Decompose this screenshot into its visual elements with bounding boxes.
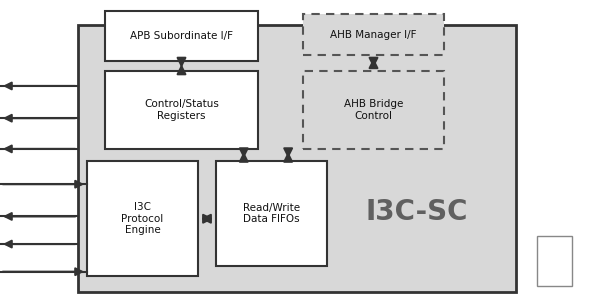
Text: APB Subordinate I/F: APB Subordinate I/F [130, 31, 233, 41]
Text: I3C
Protocol
Engine: I3C Protocol Engine [121, 202, 164, 235]
Text: Control/Status
Registers: Control/Status Registers [144, 99, 219, 121]
Bar [105, 11, 258, 61]
Text: I3C-SC: I3C-SC [366, 198, 468, 226]
Bar [303, 71, 444, 149]
Text: AHB Bridge
Control: AHB Bridge Control [344, 99, 403, 121]
Bar [216, 161, 327, 266]
Bar [87, 161, 198, 276]
Bar [537, 236, 572, 286]
Bar [78, 25, 516, 292]
Bar [303, 14, 444, 55]
Text: AHB Manager I/F: AHB Manager I/F [330, 29, 417, 40]
Bar [105, 71, 258, 149]
Text: Read/Write
Data FIFOs: Read/Write Data FIFOs [243, 203, 300, 224]
